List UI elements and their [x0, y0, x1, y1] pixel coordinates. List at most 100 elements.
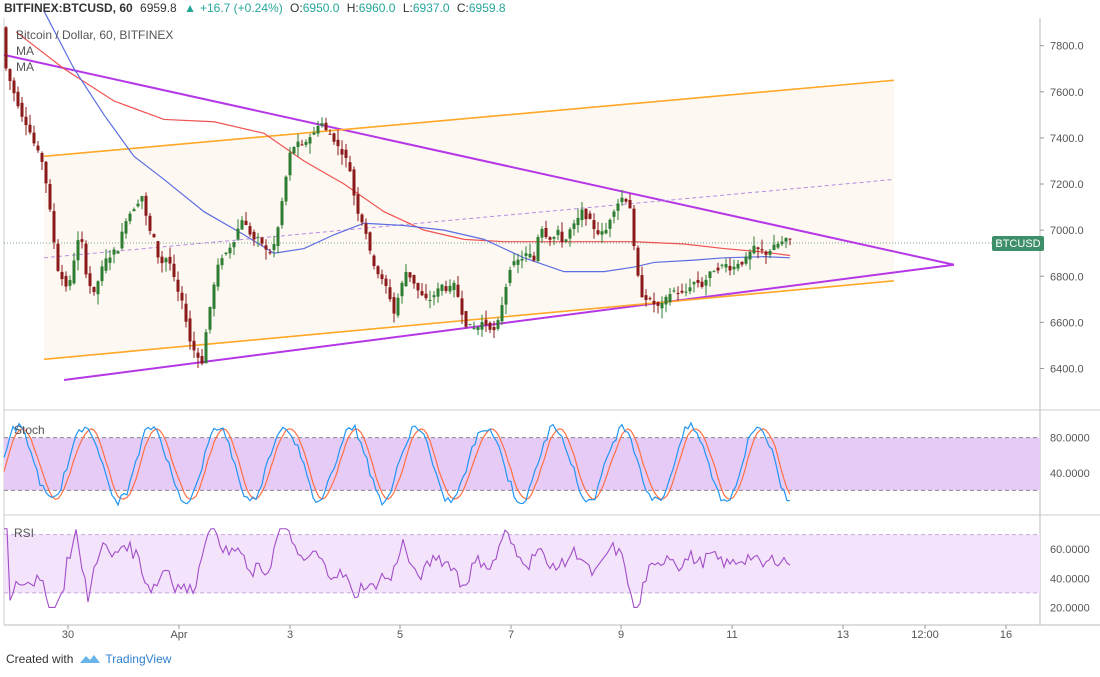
candle-body — [492, 326, 496, 331]
candle-body — [568, 229, 572, 239]
candle-body — [424, 293, 428, 299]
candle-body — [12, 80, 16, 94]
candle-body — [536, 236, 540, 261]
candle-body — [592, 220, 596, 230]
candle-body — [572, 223, 576, 229]
stoch-title: Stoch — [14, 423, 45, 437]
candle-body — [244, 220, 248, 225]
candle-body — [332, 133, 336, 142]
candle-body — [56, 243, 60, 271]
candle-body — [48, 183, 52, 210]
candle-body — [476, 327, 480, 330]
candle-body — [228, 247, 232, 254]
candle-body — [184, 303, 188, 322]
candle-body — [320, 123, 324, 126]
candle-body — [388, 287, 392, 300]
trendline-lower-triangle — [63, 263, 955, 382]
candle-body — [400, 282, 404, 297]
candle-body — [312, 132, 316, 135]
created-with-text: Created with — [6, 652, 74, 666]
candle-body — [280, 201, 284, 226]
candle-body — [392, 297, 396, 314]
ma-red-line — [15, 31, 791, 257]
candle-body — [724, 264, 728, 268]
candle-body — [84, 243, 88, 275]
candle-body — [276, 227, 280, 247]
candle-body — [600, 231, 604, 235]
stoch-tick-label: 80.0000 — [1050, 433, 1090, 445]
candle-body — [560, 231, 564, 243]
low-label: L: — [402, 1, 413, 15]
candle-body — [152, 234, 156, 238]
candle-body — [428, 299, 432, 302]
candle-body — [368, 232, 372, 251]
open-value: 6950.0 — [302, 1, 340, 15]
candle-body — [404, 271, 408, 287]
candle-body — [88, 273, 92, 287]
candle-body — [632, 208, 636, 247]
candle-body — [644, 295, 648, 300]
candle-body — [736, 263, 740, 269]
candle-body — [156, 241, 160, 258]
candle-body — [740, 261, 744, 265]
price-tick-label: 7600.0 — [1050, 87, 1084, 99]
candle-body — [688, 287, 692, 292]
candle-body — [8, 69, 12, 81]
candle-body — [364, 223, 368, 234]
high-label: H: — [346, 1, 359, 15]
candle-body — [444, 286, 448, 291]
time-axis: 30 Apr 3 5 7 9 11 13 12:00 16 — [62, 625, 1012, 641]
candle-body — [32, 132, 36, 144]
price-tick-label: 7400.0 — [1050, 133, 1084, 145]
candle-body — [52, 211, 56, 243]
candle-body — [636, 247, 640, 276]
price-tick-label: 6600.0 — [1050, 317, 1084, 329]
candle-body — [348, 162, 352, 172]
candle-body — [72, 260, 76, 284]
candle-body — [16, 91, 20, 107]
time-tick-label: 13 — [837, 629, 849, 641]
candle-body — [504, 286, 508, 305]
candle-body — [692, 282, 696, 285]
candle-body — [28, 124, 32, 133]
candle-body — [696, 279, 700, 283]
candle-body — [704, 279, 708, 286]
candle-body — [356, 194, 360, 214]
time-tick-label: 11 — [726, 629, 737, 641]
candle-body — [268, 252, 272, 254]
candle-body — [384, 278, 388, 287]
candle-body — [460, 298, 464, 315]
candle-body — [256, 236, 260, 238]
candle-body — [588, 213, 592, 219]
candle-body — [540, 228, 544, 238]
candle-body — [212, 284, 216, 309]
candle-body — [728, 265, 732, 271]
candle-body — [308, 137, 312, 144]
stoch-tick-label: 40.0000 — [1050, 468, 1090, 480]
candle-body — [376, 266, 380, 275]
candle-body — [168, 256, 172, 264]
candle-body — [252, 231, 256, 240]
close-value: 6959.8 — [468, 1, 506, 15]
candle-body — [748, 251, 752, 260]
candle-body — [304, 141, 308, 145]
tradingview-link[interactable]: TradingView — [105, 652, 172, 666]
candle-body — [548, 237, 552, 240]
ma-blue-line — [43, 10, 791, 273]
candle-body — [672, 290, 676, 292]
candle-body — [624, 199, 628, 202]
candle-body — [292, 147, 296, 154]
candle-body — [92, 286, 96, 293]
candle-body — [448, 285, 452, 292]
candle-body — [756, 247, 760, 250]
candle-body — [616, 203, 620, 211]
candle-body — [200, 356, 204, 364]
trendline-lower-channel — [43, 280, 895, 361]
candle-body — [700, 281, 704, 287]
candle-body — [712, 271, 716, 273]
stoch-axis: 80.0000 40.0000 — [1050, 433, 1090, 480]
candle-body — [732, 266, 736, 270]
candle-body — [36, 145, 40, 151]
candle-body — [68, 280, 72, 286]
price-axis: 7800.0 7600.0 7400.0 7200.0 7000.0 6800.0 6600… — [1040, 41, 1084, 375]
